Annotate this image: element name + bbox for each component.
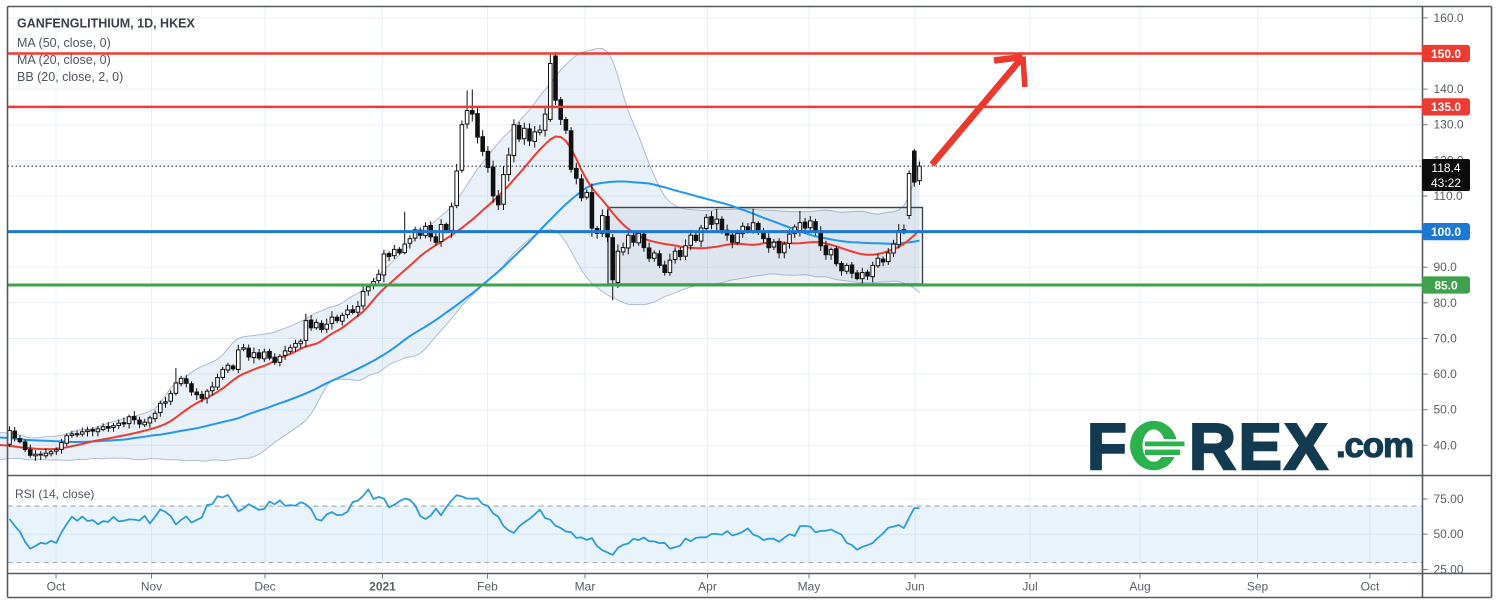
svg-text:160.0: 160.0 xyxy=(1434,11,1464,25)
svg-text:85.0: 85.0 xyxy=(1434,278,1458,292)
svg-text:.com: .com xyxy=(1336,426,1413,465)
svg-text:25.00: 25.00 xyxy=(1434,563,1464,577)
svg-text:Jul: Jul xyxy=(1022,580,1037,594)
svg-text:Aug: Aug xyxy=(1129,580,1150,594)
svg-text:MA (50, close, 0): MA (50, close, 0) xyxy=(17,36,111,50)
svg-text:110.0: 110.0 xyxy=(1434,189,1463,203)
svg-text:BB (20, close, 2, 0): BB (20, close, 2, 0) xyxy=(17,70,123,84)
svg-text:90.0: 90.0 xyxy=(1434,260,1458,274)
svg-text:43:22: 43:22 xyxy=(1431,176,1461,190)
svg-text:RSI (14, close): RSI (14, close) xyxy=(15,487,94,501)
svg-text:130.0: 130.0 xyxy=(1434,118,1464,132)
svg-text:75.00: 75.00 xyxy=(1434,492,1464,506)
svg-text:Mar: Mar xyxy=(575,580,596,594)
svg-text:140.0: 140.0 xyxy=(1434,82,1464,96)
svg-text:May: May xyxy=(798,580,821,594)
svg-text:100.0: 100.0 xyxy=(1431,225,1461,239)
svg-text:F: F xyxy=(1087,410,1127,483)
svg-text:Feb: Feb xyxy=(477,580,498,594)
svg-text:Sep: Sep xyxy=(1247,580,1269,594)
svg-text:Jun: Jun xyxy=(905,580,924,594)
svg-text:135.0: 135.0 xyxy=(1431,100,1461,114)
svg-text:Oct: Oct xyxy=(47,580,66,594)
svg-text:Apr: Apr xyxy=(698,580,717,594)
svg-text:Dec: Dec xyxy=(254,580,275,594)
svg-text:80.0: 80.0 xyxy=(1434,296,1458,310)
svg-text:70.0: 70.0 xyxy=(1434,332,1458,346)
svg-text:MA (20, close, 0): MA (20, close, 0) xyxy=(17,53,111,67)
svg-text:Nov: Nov xyxy=(141,580,162,594)
svg-text:REX: REX xyxy=(1189,410,1330,483)
svg-text:50.0: 50.0 xyxy=(1434,403,1458,417)
svg-text:Oct: Oct xyxy=(1361,580,1380,594)
svg-text:118.4: 118.4 xyxy=(1431,161,1460,175)
svg-text:GANFENGLITHIUM, 1D, HKEX: GANFENGLITHIUM, 1D, HKEX xyxy=(17,17,195,31)
svg-text:60.0: 60.0 xyxy=(1434,367,1458,381)
svg-text:2021: 2021 xyxy=(369,580,396,594)
svg-text:40.0: 40.0 xyxy=(1434,438,1458,452)
svg-text:50.00: 50.00 xyxy=(1434,527,1464,541)
svg-text:150.0: 150.0 xyxy=(1431,47,1461,61)
